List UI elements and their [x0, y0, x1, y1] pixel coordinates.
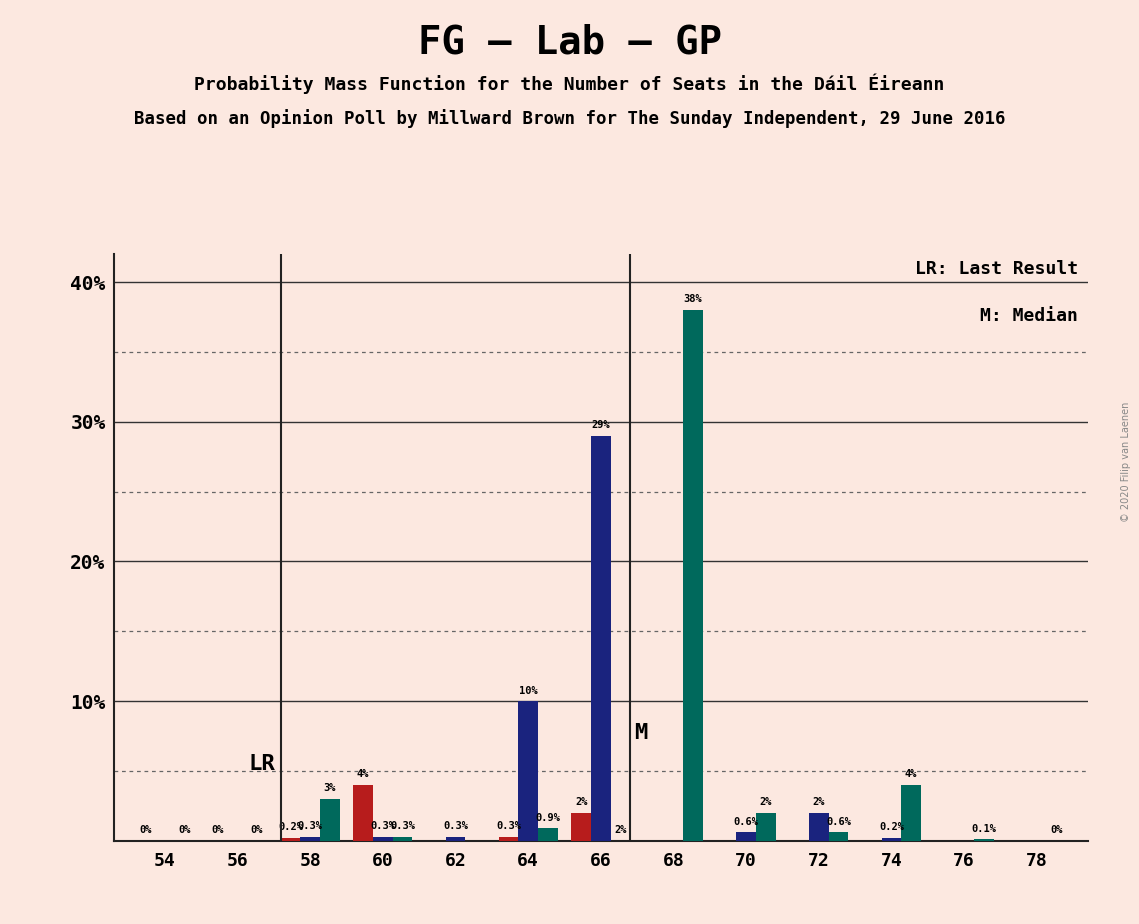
Bar [280, 838, 301, 841]
Text: LR: Last Result: LR: Last Result [915, 260, 1077, 278]
Text: 2%: 2% [614, 825, 626, 835]
Text: 3%: 3% [323, 784, 336, 794]
Text: 0%: 0% [251, 825, 263, 835]
Text: 0.3%: 0.3% [443, 821, 468, 831]
Bar [756, 813, 776, 841]
Bar [353, 785, 372, 841]
Text: Probability Mass Function for the Number of Seats in the Dáil Éireann: Probability Mass Function for the Number… [195, 74, 944, 94]
Text: 0%: 0% [178, 825, 190, 835]
Text: 4%: 4% [357, 770, 369, 779]
Text: 29%: 29% [591, 420, 611, 431]
Text: 2%: 2% [575, 797, 588, 808]
Text: 2%: 2% [812, 797, 825, 808]
Bar [301, 836, 320, 841]
Bar [538, 828, 558, 841]
Text: 38%: 38% [683, 295, 703, 304]
Text: 0.2%: 0.2% [278, 822, 303, 833]
Bar [445, 836, 466, 841]
Text: 2%: 2% [760, 797, 772, 808]
Bar [683, 310, 703, 841]
Bar [736, 833, 756, 841]
Text: 0.3%: 0.3% [370, 821, 395, 831]
Text: 0.9%: 0.9% [535, 813, 560, 822]
Bar [591, 436, 611, 841]
Text: 0.6%: 0.6% [826, 817, 851, 827]
Bar [393, 836, 412, 841]
Text: M: M [634, 723, 647, 743]
Text: © 2020 Filip van Laenen: © 2020 Filip van Laenen [1121, 402, 1131, 522]
Text: 0%: 0% [139, 825, 151, 835]
Text: 0.2%: 0.2% [879, 822, 904, 833]
Text: 0.6%: 0.6% [734, 817, 759, 827]
Bar [829, 833, 849, 841]
Bar [372, 836, 393, 841]
Text: LR: LR [248, 754, 274, 773]
Bar [320, 799, 339, 841]
Text: 0%: 0% [212, 825, 224, 835]
Text: 0.3%: 0.3% [390, 821, 415, 831]
Bar [518, 701, 538, 841]
Text: 0.3%: 0.3% [495, 821, 521, 831]
Bar [499, 836, 518, 841]
Bar [974, 839, 993, 841]
Text: Based on an Opinion Poll by Millward Brown for The Sunday Independent, 29 June 2: Based on an Opinion Poll by Millward Bro… [133, 109, 1006, 128]
Bar [901, 785, 921, 841]
Text: 4%: 4% [904, 770, 917, 779]
Bar [572, 813, 591, 841]
Text: 0.1%: 0.1% [972, 824, 997, 833]
Text: M: Median: M: Median [981, 307, 1077, 325]
Text: 0.3%: 0.3% [297, 821, 322, 831]
Text: 0%: 0% [1050, 825, 1063, 835]
Bar [809, 813, 829, 841]
Text: 10%: 10% [518, 686, 538, 696]
Bar [882, 838, 901, 841]
Text: FG – Lab – GP: FG – Lab – GP [418, 23, 721, 61]
